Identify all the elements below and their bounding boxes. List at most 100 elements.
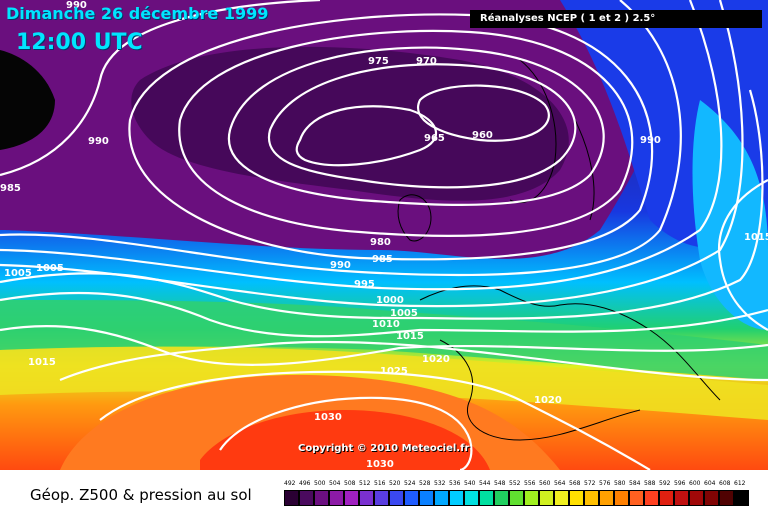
isobar-label: 980 — [370, 237, 391, 248]
scale-color-cell — [644, 490, 659, 506]
map-canvas: 990 975 970 965 960 990 990 985 980 990 … — [0, 0, 768, 470]
scale-tick-label: 528 — [419, 480, 431, 487]
scale-tick-label: 588 — [644, 480, 656, 487]
scale-color-cell — [479, 490, 494, 506]
scale-color-cell — [344, 490, 359, 506]
scale-tick-label: 520 — [389, 480, 401, 487]
scale-tick-label: 576 — [599, 480, 611, 487]
green-band-field — [0, 300, 768, 380]
scale-color-cell — [734, 490, 749, 506]
scale-color-cell — [329, 490, 344, 506]
scale-color-cell — [374, 490, 389, 506]
scale-color-cell — [629, 490, 644, 506]
isobar-1005 — [0, 89, 764, 320]
isobar-label: 1015 — [396, 331, 424, 342]
scale-color-cell — [704, 490, 719, 506]
legend-title: Géop. Z500 & pression au sol — [30, 486, 252, 504]
isobar-975 — [227, 46, 605, 206]
scale-tick-label: 492 — [284, 480, 296, 487]
scale-color-cell — [464, 490, 479, 506]
scale-color-cell — [599, 490, 614, 506]
scale-tick-label: 532 — [434, 480, 446, 487]
isobar-label: 1005 — [36, 263, 64, 274]
scale-color-cell — [404, 490, 419, 506]
isobar-label: 1015 — [28, 357, 56, 368]
isobar-1030 — [219, 396, 473, 470]
scale-color-cell — [539, 490, 554, 506]
isobar-965 — [295, 105, 438, 167]
isobar-1025 — [99, 370, 651, 470]
red-high-core-field — [200, 410, 490, 470]
isobar-label: 1005 — [390, 308, 418, 319]
isobars — [0, 0, 768, 470]
scale-tick-label: 524 — [404, 480, 416, 487]
scale-color-cell — [314, 490, 329, 506]
isobar-label: 985 — [372, 254, 393, 265]
scale-tick-label: 600 — [689, 480, 701, 487]
date-title: Dimanche 26 décembre 1999 — [6, 4, 269, 23]
scale-color-cell — [659, 490, 674, 506]
scale-tick-label: 508 — [344, 480, 356, 487]
isobar-label: 1030 — [366, 459, 394, 470]
isobar-label: 995 — [354, 279, 375, 290]
isobar-label: 990 — [330, 260, 351, 271]
isobar-label: 1020 — [422, 354, 450, 365]
time-title: 12:00 UTC — [16, 30, 143, 55]
scale-tick-label: 544 — [479, 480, 491, 487]
scale-tick-label: 512 — [359, 480, 371, 487]
isobar-980 — [178, 29, 634, 238]
isobar-label: 1030 — [314, 412, 342, 423]
scale-tick-label: 560 — [539, 480, 551, 487]
scale-tick-label: 500 — [314, 480, 326, 487]
scale-tick-label: 568 — [569, 480, 581, 487]
scale-tick-label: 592 — [659, 480, 671, 487]
scale-tick-label: 596 — [674, 480, 686, 487]
color-scale: 492 496 500 504 508 512 516 520 524 528 532 536 540 5… — [284, 480, 754, 508]
scale-color-cell — [434, 490, 449, 506]
scale-tick-label: 612 — [734, 480, 746, 487]
isobar-label: 990 — [640, 135, 661, 146]
scale-color-cell — [509, 490, 524, 506]
scale-color-cell — [674, 490, 689, 506]
copyright-text: Copyright © 2010 Meteociel.fr — [298, 443, 470, 454]
scale-color-cell — [359, 490, 374, 506]
scale-color-cell — [449, 490, 464, 506]
scale-tick-label: 540 — [464, 480, 476, 487]
scale-tick-label: 504 — [329, 480, 341, 487]
scale-color-cell — [614, 490, 629, 506]
isobar-label: 1005 — [4, 268, 32, 279]
cyan-east-field — [692, 100, 768, 330]
isobar-label: 1015 — [744, 232, 768, 243]
scale-tick-label: 548 — [494, 480, 506, 487]
scale-tick-label: 608 — [719, 480, 731, 487]
isobar-label: 975 — [368, 56, 389, 67]
coastline-europe — [419, 285, 721, 441]
isobar-1015 — [0, 325, 768, 366]
isobar-1010 — [0, 291, 768, 338]
scale-color-cell — [389, 490, 404, 506]
landmass-greenland — [0, 50, 55, 150]
isobar-label: 970 — [416, 56, 437, 67]
scale-color-cell — [299, 490, 314, 506]
isobar-labels: 990 975 970 965 960 990 990 985 980 990 … — [0, 0, 768, 470]
isobar-label: 990 — [66, 0, 87, 11]
scale-color-cell — [494, 490, 509, 506]
scale-tick-label: 580 — [614, 480, 626, 487]
scale-tick-label: 516 — [374, 480, 386, 487]
scale-color-cell — [419, 490, 434, 506]
scale-tick-label: 564 — [554, 480, 566, 487]
scale-tick-label: 584 — [629, 480, 641, 487]
scale-tick-label: 496 — [299, 480, 311, 487]
isobar-label: 990 — [88, 136, 109, 147]
scale-color-cell — [524, 490, 539, 506]
scale-color-cell — [584, 490, 599, 506]
isobar-995 — [0, 0, 721, 289]
isobar-1000 — [0, 0, 743, 306]
coastline-britain — [397, 194, 432, 242]
isobar-990 — [0, 0, 682, 277]
scale-tick-label: 572 — [584, 480, 596, 487]
weather-map: 990 975 970 965 960 990 990 985 980 990 … — [0, 0, 768, 470]
isobar-1015-east — [718, 179, 768, 331]
isobar-985 — [128, 13, 654, 261]
